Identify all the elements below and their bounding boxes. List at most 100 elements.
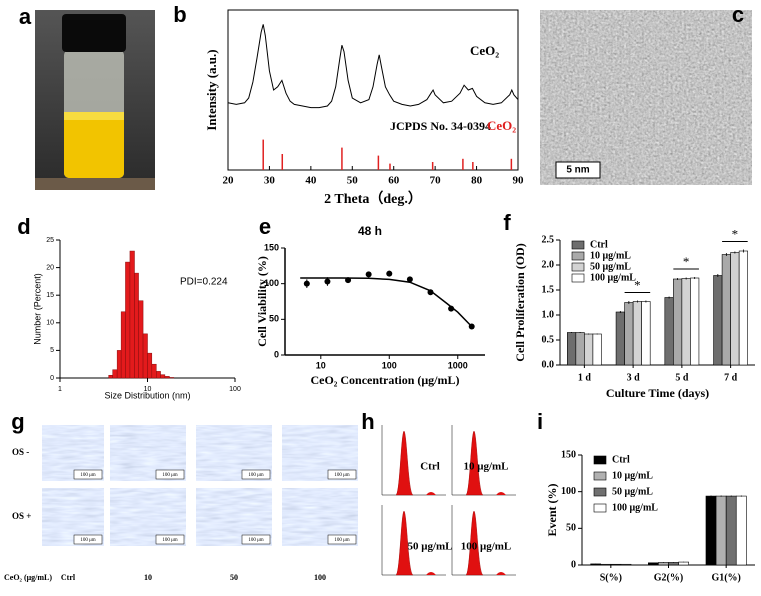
g1-peak: [395, 430, 414, 496]
column-label: 10: [144, 573, 152, 582]
y-tick-label: 15: [46, 292, 54, 299]
panel-letter: e: [259, 214, 271, 239]
x-tick-label: 1 d: [578, 372, 592, 383]
cytometry-label: 100 μg/mL: [461, 541, 512, 553]
scale-bar-box: [241, 534, 271, 545]
series-label: CeO₂: [470, 43, 499, 58]
reference-name: CeO₂: [487, 118, 516, 133]
scale-bar-label: 100 μm: [162, 538, 177, 543]
y-tick-label: 150: [561, 449, 576, 460]
bar: [125, 261, 131, 379]
legend-swatch: [571, 251, 585, 261]
y-tick-label: 50: [566, 523, 576, 534]
y-axis-label: Cell Proliferation (OD): [513, 243, 527, 361]
bar: [575, 332, 585, 366]
y-tick-label: 100: [561, 486, 576, 497]
vial-photo: [35, 10, 155, 190]
g1-peak: [465, 430, 484, 496]
g2-peak: [496, 572, 506, 575]
legend-swatch: [593, 455, 607, 465]
row-label: OS +: [12, 511, 31, 521]
x-tick-label: 70: [430, 175, 442, 187]
x-tick-label: 1: [58, 386, 62, 393]
x-tick-label: 40: [305, 175, 317, 187]
y-tick-label: 1.5: [542, 284, 555, 295]
x-tick-label: S(%): [600, 572, 622, 583]
y-tick-label: 1.0: [542, 309, 555, 320]
legend-label: 50 μg/mL: [612, 486, 653, 497]
bar: [164, 376, 170, 379]
y-tick-label: 0.0: [542, 359, 555, 370]
x-axis-label: Size Distribution (nm): [104, 390, 190, 400]
bar: [721, 254, 731, 366]
scale-bar-box: [73, 469, 103, 480]
legend-label: 100 μg/mL: [612, 502, 658, 513]
point: [386, 270, 393, 277]
panel-letter: f: [503, 210, 511, 235]
scale-bar-box: [241, 469, 271, 480]
y-tick-label: 10: [46, 320, 54, 327]
legend-swatch: [593, 503, 607, 513]
point: [324, 278, 331, 285]
point: [406, 276, 413, 283]
x-tick-label: 100: [382, 360, 397, 370]
panel-letter: c: [732, 2, 744, 27]
plot-frame: [227, 9, 519, 171]
bar: [134, 272, 139, 379]
legend-swatch: [593, 471, 607, 481]
x-tick-label: 30: [264, 175, 276, 187]
bar: [169, 377, 175, 379]
y-tick-label: 0: [50, 375, 54, 382]
bar: [705, 495, 717, 566]
row-label: OS -: [12, 447, 29, 457]
point: [448, 305, 455, 312]
bar: [668, 562, 679, 566]
bar: [664, 297, 674, 366]
bar: [156, 371, 161, 379]
bar: [108, 374, 113, 379]
legend-label: Ctrl: [590, 239, 608, 250]
cytometry-label: 10 μg/mL: [463, 461, 508, 473]
bar: [641, 301, 651, 366]
y-axis-label: Number (Percent): [32, 273, 42, 345]
legend-swatch: [571, 240, 585, 250]
scale-bar-label: 100 μm: [248, 473, 263, 478]
y-axis-label: Intensity (a.u.): [204, 49, 219, 130]
bar: [648, 562, 659, 566]
bar: [678, 561, 689, 566]
panel-letter: b: [173, 2, 186, 27]
bar: [730, 252, 740, 366]
bar: [120, 311, 126, 379]
legend-label: 10 μg/mL: [612, 470, 653, 481]
x-tick-label: 20: [223, 175, 235, 187]
bar: [584, 333, 594, 366]
bar: [151, 363, 157, 379]
x-tick-label: G1(%): [711, 572, 740, 583]
y-axis-label: Event (%): [545, 484, 559, 537]
x-tick-label: 10: [316, 360, 326, 370]
scale-bar-label: 5 nm: [566, 165, 589, 176]
y-tick-label: 0: [571, 559, 576, 570]
scale-bar-box: [155, 534, 185, 545]
bar: [632, 301, 642, 366]
panel-letter: i: [537, 409, 543, 434]
panel-letter: g: [11, 409, 24, 434]
legend-swatch: [571, 262, 585, 272]
scale-bar-label: 100 μm: [80, 473, 95, 478]
y-tick-label: 5: [50, 347, 54, 354]
bar: [567, 332, 577, 366]
legend-swatch: [593, 487, 607, 497]
g1-peak: [395, 510, 414, 576]
x-tick-label: 60: [388, 175, 400, 187]
x-tick-label: G2(%): [654, 572, 683, 583]
bar: [738, 250, 748, 366]
g2-peak: [426, 572, 436, 575]
x-axis-label: 2 Theta（deg.）: [324, 191, 422, 207]
legend-label: 50 μg/mL: [590, 261, 631, 272]
legend-label: Ctrl: [612, 454, 630, 465]
x-axis-label: Culture Time (days): [606, 386, 709, 400]
bar: [142, 333, 148, 379]
bar: [138, 300, 144, 379]
bar: [658, 562, 669, 566]
x-tick-label: 50: [347, 175, 359, 187]
